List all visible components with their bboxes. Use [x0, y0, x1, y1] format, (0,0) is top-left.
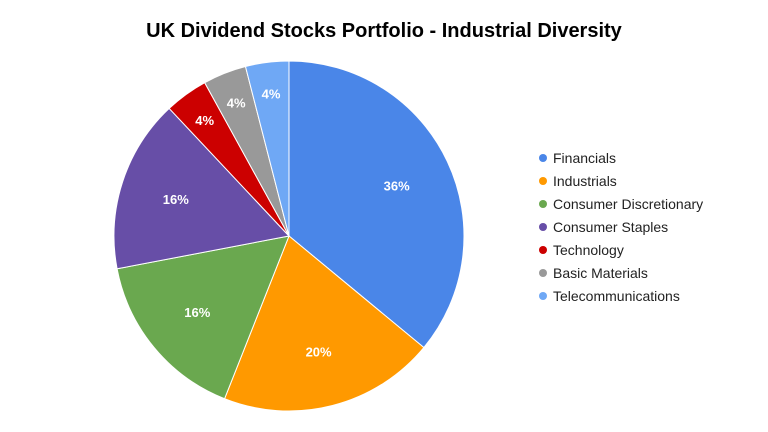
data-label: 4%	[262, 87, 281, 102]
legend-item: Technology	[539, 238, 703, 261]
legend-dot-icon	[539, 268, 547, 277]
chart-title: UK Dividend Stocks Portfolio - Industria…	[146, 20, 622, 42]
data-label: 16%	[163, 192, 189, 207]
legend-item: Telecommunications	[539, 284, 703, 307]
pie-slice-telecommunications	[244, 60, 290, 237]
legend-item: Financials	[539, 146, 703, 169]
legend-label: Industrials	[553, 172, 617, 189]
legend-dot-icon	[539, 199, 547, 208]
data-label: 16%	[184, 305, 210, 320]
pie-slice-consumer-staples	[113, 107, 290, 270]
legend-item: Basic Materials	[539, 261, 703, 284]
legend-label: Technology	[553, 241, 624, 258]
legend-label: Telecommunications	[553, 287, 680, 304]
pie-slice-industrials	[223, 235, 425, 412]
legend-item: Consumer Discretionary	[539, 192, 703, 215]
legend-dot-icon	[539, 222, 547, 231]
legend-label: Basic Materials	[553, 264, 648, 281]
legend-dot-icon	[539, 245, 547, 254]
pie-slice-consumer-discretionary	[116, 235, 290, 400]
data-label: 4%	[195, 113, 214, 128]
legend-item: Consumer Staples	[539, 215, 703, 238]
legend-label: Financials	[553, 149, 617, 166]
data-label: 36%	[384, 178, 410, 193]
legend-item: Industrials	[539, 169, 703, 192]
legend-dot-icon	[539, 291, 547, 300]
data-label: 4%	[227, 96, 246, 111]
pie-slice-financials	[288, 60, 465, 349]
legend-dot-icon	[539, 176, 547, 185]
legend-dot-icon	[539, 153, 547, 162]
legend: Financials Industrials Consumer Discretion…	[539, 146, 703, 307]
legend-label: Consumer Staples	[553, 218, 669, 235]
data-label: 20%	[306, 344, 332, 359]
legend-label: Consumer Discretionary	[553, 195, 704, 212]
